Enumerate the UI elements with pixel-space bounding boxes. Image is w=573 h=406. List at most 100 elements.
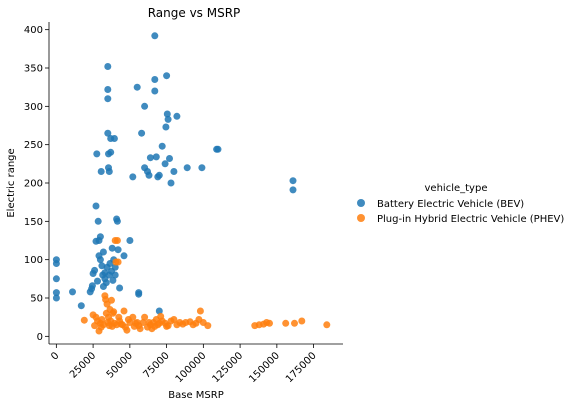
phev-point-19 — [108, 296, 115, 304]
bev-point-78 — [167, 179, 175, 187]
bev-point-47 — [111, 271, 119, 279]
legend-label-phev: Plug-in Hybrid Electric Vehicle (PHEV) — [377, 214, 564, 225]
bev-point-5 — [69, 288, 76, 296]
bev-point-77 — [166, 155, 173, 162]
y-tick-label: 200 — [24, 179, 43, 190]
legend-marker-bev — [357, 199, 365, 207]
bev-point-60 — [141, 102, 149, 110]
x-axis-label: Base MSRP — [168, 390, 223, 401]
bev-point-75 — [163, 110, 171, 118]
bev-point-81 — [183, 164, 191, 172]
bev-point-58 — [138, 129, 146, 137]
bev-point-40 — [107, 148, 115, 156]
bev-point-33 — [104, 129, 112, 137]
phev-point-79 — [291, 319, 298, 327]
bev-point-86 — [289, 186, 297, 194]
phev-point-0 — [80, 316, 88, 324]
bev-point-72 — [161, 160, 169, 168]
bev-point-2 — [52, 275, 60, 283]
bev-point-24 — [99, 248, 107, 256]
bev-point-43 — [109, 276, 117, 284]
phev-point-45 — [141, 313, 149, 321]
phev-point-78 — [282, 319, 290, 327]
bev-point-46 — [111, 263, 119, 271]
bev-point-84 — [214, 145, 222, 153]
bev-point-49 — [113, 217, 121, 225]
x-tick-label: 125000 — [210, 350, 245, 385]
phev-point-27 — [113, 237, 121, 244]
bev-point-70 — [155, 307, 163, 315]
y-tick-label: 400 — [24, 25, 43, 36]
bev-point-20 — [96, 233, 104, 241]
bev-point-54 — [129, 173, 137, 181]
phev-point-80 — [298, 317, 306, 325]
phev-point-8 — [98, 316, 106, 323]
phev-point-61 — [170, 316, 178, 323]
phev-point-43 — [136, 325, 144, 333]
bev-point-42 — [108, 244, 116, 252]
phev-point-72 — [204, 322, 212, 330]
bev-point-65 — [151, 76, 159, 83]
x-tick-label: 150000 — [247, 350, 282, 385]
bev-point-79 — [170, 168, 178, 175]
bev-point-74 — [163, 72, 171, 80]
bev-point-76 — [164, 115, 172, 123]
y-tick-label: 50 — [30, 294, 43, 305]
bev-point-50 — [114, 246, 122, 254]
y-tick-label: 100 — [24, 255, 43, 266]
phev-point-77 — [266, 319, 273, 327]
bev-point-67 — [152, 153, 160, 161]
bev-point-14 — [93, 150, 101, 158]
bev-point-53 — [126, 237, 134, 244]
x-tick-label: 75000 — [141, 350, 171, 380]
bev-point-30 — [104, 63, 112, 70]
x-tick-label: 100000 — [174, 350, 209, 385]
bev-point-15 — [94, 277, 101, 285]
x-tick-label: 50000 — [105, 350, 135, 380]
x-tick-label: 25000 — [68, 350, 98, 380]
bev-point-62 — [145, 171, 153, 179]
legend-marker-phev — [357, 214, 365, 222]
bev-point-9 — [88, 282, 96, 290]
bev-point-21 — [97, 168, 105, 175]
phev-point-38 — [129, 313, 137, 321]
phev-point-22 — [110, 308, 118, 316]
phev-point-44 — [139, 319, 147, 326]
bev-point-71 — [158, 142, 166, 150]
chart-title: Range vs MSRP — [148, 6, 241, 20]
bev-point-0 — [52, 294, 60, 302]
bev-point-73 — [162, 123, 170, 131]
bev-point-85 — [289, 177, 297, 185]
bev-point-28 — [102, 279, 110, 287]
bev-point-80 — [173, 112, 181, 120]
plot-area — [52, 32, 331, 335]
phev-point-70 — [196, 307, 204, 315]
bev-point-52 — [120, 252, 128, 260]
bev-point-31 — [104, 86, 112, 93]
bev-point-57 — [135, 290, 143, 298]
bev-point-64 — [151, 32, 159, 40]
bev-point-19 — [96, 256, 104, 264]
phev-point-35 — [123, 326, 131, 334]
phev-point-81 — [323, 321, 331, 329]
bev-point-63 — [146, 154, 154, 162]
bev-point-82 — [198, 164, 206, 172]
bev-point-13 — [92, 202, 100, 210]
bev-point-1 — [52, 289, 60, 297]
bev-point-69 — [155, 171, 163, 179]
phev-point-33 — [120, 307, 128, 315]
legend-title: vehicle_type — [425, 183, 488, 194]
bev-point-11 — [91, 266, 99, 274]
legend: vehicle_type Battery Electric Vehicle (B… — [357, 183, 564, 225]
legend-label-bev: Battery Electric Vehicle (BEV) — [377, 199, 524, 210]
x-tick-label: 0 — [49, 350, 61, 362]
y-tick-label: 350 — [24, 64, 43, 75]
x-axis-ticks: 0 25000 50000 75000 100000 125000 150000 175000 — [49, 344, 319, 385]
bev-point-4 — [52, 256, 60, 264]
y-tick-label: 0 — [37, 332, 43, 343]
x-tick-label: 175000 — [284, 350, 319, 385]
bev-point-6 — [77, 302, 85, 310]
bev-point-32 — [104, 95, 112, 103]
phev-point-28 — [114, 258, 122, 266]
